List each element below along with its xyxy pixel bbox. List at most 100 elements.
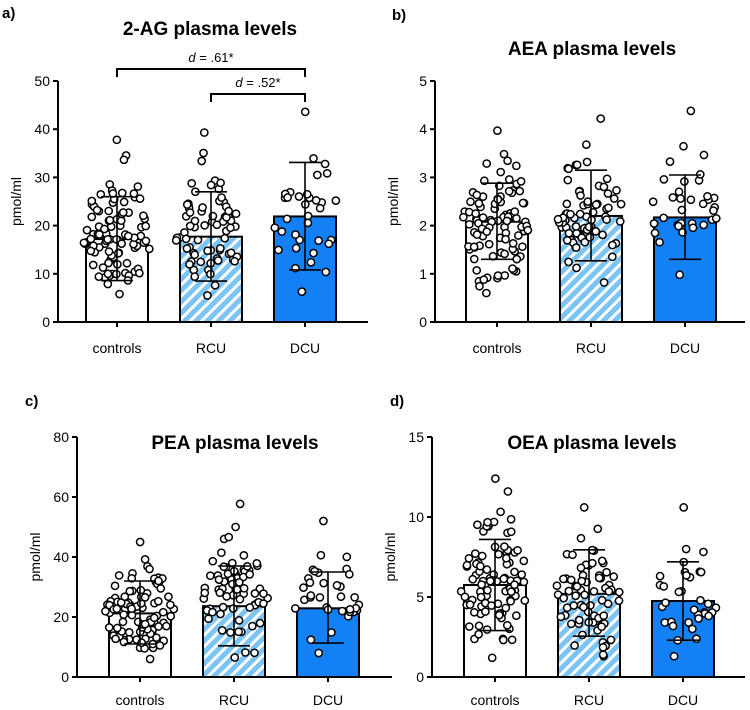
data-point (686, 106, 696, 116)
data-point (344, 569, 354, 579)
y-tick-label: 20 (34, 218, 50, 234)
data-point (694, 614, 703, 623)
data-point (226, 223, 235, 233)
data-point (182, 244, 192, 253)
data-point (577, 576, 587, 586)
data-point (231, 209, 241, 219)
data-point (100, 224, 109, 234)
data-point (500, 542, 509, 551)
data-point (472, 190, 482, 200)
data-point (563, 175, 573, 185)
data-point (122, 258, 132, 268)
data-point (475, 561, 485, 571)
data-point (203, 246, 212, 256)
data-point (314, 648, 324, 658)
data-point (481, 607, 490, 616)
data-point (468, 574, 478, 584)
data-point (614, 596, 624, 606)
data-point (696, 567, 706, 577)
x-tick-label: DCU (668, 692, 698, 708)
data-point (117, 239, 127, 249)
data-point (141, 221, 151, 231)
data-point (501, 234, 510, 244)
data-point (469, 607, 479, 617)
data-point (482, 565, 492, 574)
data-point (216, 609, 225, 619)
data-point (217, 626, 227, 635)
data-point (686, 195, 696, 205)
x-tick-label: RCU (574, 692, 604, 708)
data-point (507, 635, 517, 645)
data-point (596, 114, 606, 123)
data-point (655, 571, 665, 581)
data-point (698, 199, 708, 209)
data-point (571, 243, 581, 252)
data-point (711, 214, 721, 223)
data-point (602, 174, 612, 184)
y-tick-label: 20 (53, 609, 69, 625)
data-point (88, 260, 98, 270)
data-point (208, 607, 217, 617)
y-axis-label: pmol/ml (385, 177, 401, 226)
x-tick-label: controls (92, 340, 141, 356)
data-point (511, 611, 521, 620)
data-point (578, 630, 587, 640)
data-point (270, 223, 280, 233)
data-point (523, 225, 533, 235)
data-point (597, 622, 607, 632)
y-tick-label: 40 (53, 549, 69, 565)
data-point (668, 621, 678, 631)
data-point (129, 189, 139, 198)
data-point (149, 613, 159, 623)
data-point (234, 627, 243, 637)
data-point (294, 192, 304, 201)
y-tick-label: 0 (416, 669, 424, 685)
data-point (203, 291, 212, 300)
data-point (508, 264, 517, 273)
data-point (135, 268, 144, 278)
data-point (493, 126, 502, 135)
data-point (491, 474, 500, 483)
data-point (98, 263, 108, 272)
data-point (165, 600, 175, 610)
data-point (306, 591, 316, 600)
data-point (315, 593, 325, 602)
y-axis-label: pmol/ml (27, 532, 43, 581)
data-point (602, 215, 611, 224)
data-point (473, 520, 482, 530)
data-point (197, 156, 207, 166)
data-point (512, 254, 522, 264)
data-point (222, 592, 231, 601)
data-point (166, 611, 176, 621)
data-point (604, 587, 614, 596)
data-point (139, 211, 148, 221)
chart-title: PEA plasma levels (151, 433, 318, 454)
data-point (245, 603, 255, 612)
data-point (212, 220, 222, 230)
data-point (101, 606, 110, 616)
data-point (564, 257, 573, 267)
data-point (118, 208, 128, 217)
data-point (474, 199, 484, 208)
data-point (499, 574, 509, 584)
data-point (235, 499, 245, 509)
data-point (606, 635, 616, 645)
panel-label: c) (25, 393, 38, 410)
data-point (609, 572, 619, 581)
y-axis-label: pmol/ml (8, 177, 24, 226)
data-point (591, 200, 601, 210)
data-point (252, 559, 262, 568)
data-point (300, 107, 310, 117)
data-point (255, 618, 265, 628)
y-tick-label: 50 (34, 73, 50, 89)
data-point (552, 581, 562, 591)
x-tick-label: RCU (219, 692, 249, 708)
data-point (171, 236, 181, 245)
data-point (519, 556, 529, 566)
data-point (234, 616, 244, 625)
data-point (501, 603, 511, 613)
data-point (235, 594, 245, 604)
data-point (506, 527, 516, 537)
data-point (114, 571, 124, 580)
data-point (250, 589, 260, 598)
